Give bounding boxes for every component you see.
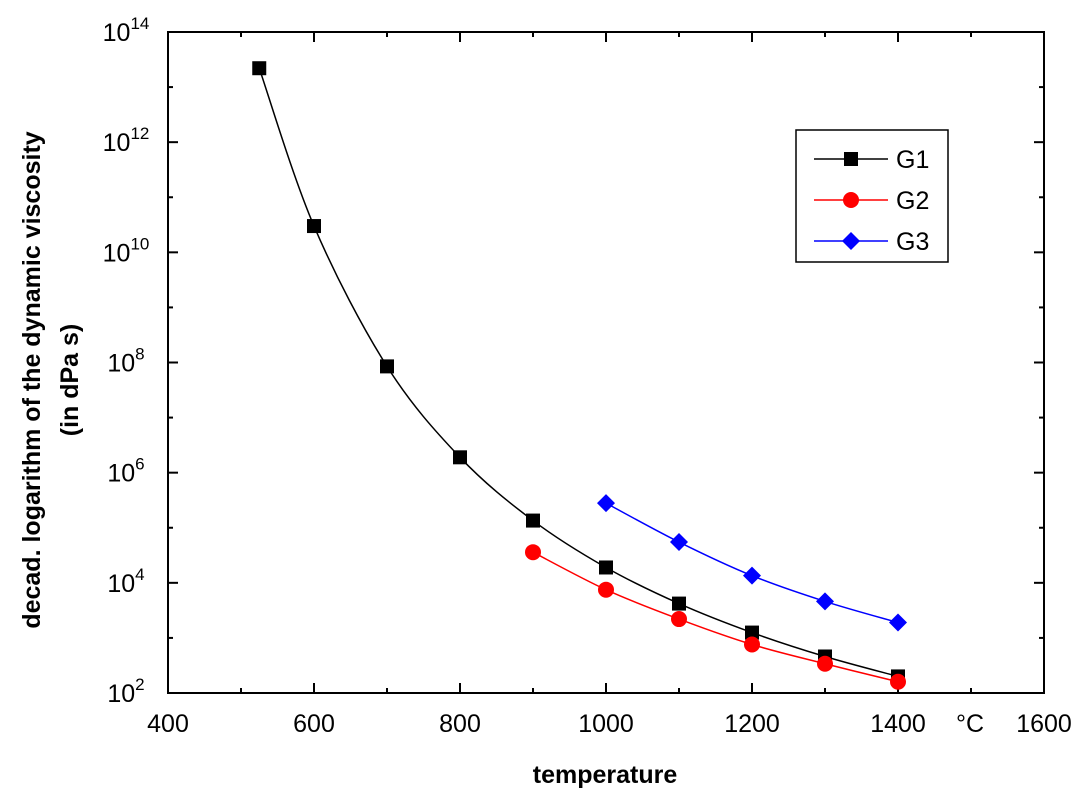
- data-point-g1: [252, 61, 267, 76]
- legend-item-g2: G2: [814, 187, 929, 215]
- series-line-g3: [605, 502, 899, 624]
- legend-marker-g3: [842, 232, 860, 250]
- x-tick-label: 1000: [578, 710, 634, 738]
- legend-item-g1: G1: [814, 146, 929, 174]
- data-point-g2: [817, 655, 833, 672]
- x-tick-label: 800: [439, 710, 481, 738]
- data-point-g1: [526, 513, 540, 528]
- legend-marker-g2: [843, 192, 859, 208]
- data-point-g3: [597, 494, 615, 513]
- y-axis-title-line2: (in dPa s): [56, 324, 84, 437]
- y-tick-label: 108: [107, 345, 144, 378]
- x-axis: 400 600 800 1000 1200 1400 1600: [147, 32, 1072, 738]
- x-tick-label: 1200: [724, 710, 780, 738]
- data-point-g3: [816, 592, 834, 611]
- legend-label-g2: G2: [896, 187, 929, 215]
- y-tick-label: 1010: [103, 234, 150, 267]
- series-g2: [525, 544, 906, 690]
- data-point-g1: [307, 219, 321, 234]
- y-tick-label: 106: [107, 455, 144, 488]
- data-point-g2: [671, 611, 687, 628]
- y-axis-title-line1: decad. logarithm of the dynamic viscosit…: [18, 131, 46, 628]
- x-tick-label: 1600: [1016, 710, 1072, 738]
- data-point-g3: [889, 613, 907, 632]
- data-point-g2: [744, 636, 760, 653]
- data-point-g1: [599, 560, 613, 575]
- y-tick-label: 1012: [103, 124, 150, 157]
- data-point-g1: [453, 450, 467, 465]
- legend: G1 G2 G3: [795, 129, 949, 263]
- data-point-g3: [670, 533, 688, 552]
- legend-label-g1: G1: [896, 146, 929, 174]
- data-point-g1: [745, 625, 759, 640]
- y-tick-label: 1014: [103, 14, 150, 47]
- x-tick-label: 600: [293, 710, 335, 738]
- x-axis-title: temperature: [533, 761, 678, 789]
- y-tick-label: 102: [107, 675, 144, 708]
- data-point-g2: [890, 673, 906, 690]
- legend-box: [795, 129, 949, 263]
- x-tick-label: 1400: [870, 710, 926, 738]
- series-g3: [597, 494, 907, 632]
- y-axis: 102 104 106 108 1010 1012 1014: [103, 14, 1044, 708]
- legend-marker-g1: [844, 152, 858, 166]
- x-axis-unit: °C: [956, 710, 984, 738]
- legend-item-g3: G3: [814, 228, 929, 256]
- data-point-g1: [672, 596, 686, 611]
- data-point-g3: [743, 566, 761, 585]
- x-tick-label: 400: [147, 710, 189, 738]
- data-point-g2: [598, 581, 614, 598]
- y-axis-title-group: decad. logarithm of the dynamic viscosit…: [18, 131, 84, 628]
- series-layer: [252, 61, 907, 690]
- data-point-g2: [525, 544, 541, 561]
- y-tick-label: 104: [107, 565, 144, 598]
- legend-label-g3: G3: [896, 228, 929, 256]
- data-point-g1: [380, 359, 394, 374]
